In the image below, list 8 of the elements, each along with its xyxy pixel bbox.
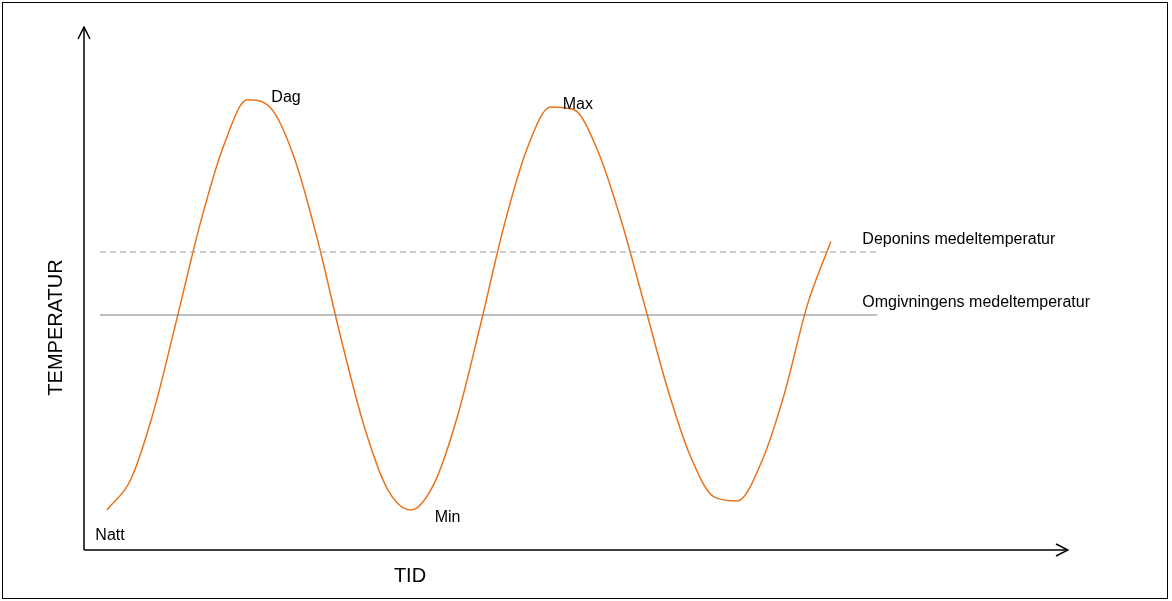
ref-line-label: Deponins medeltemperatur <box>862 230 1056 248</box>
x-axis-title: TID <box>393 563 427 586</box>
annotation: Max <box>562 95 593 113</box>
annotation: Natt <box>95 525 126 543</box>
y-axis-title: TEMPERATUR <box>43 259 66 396</box>
annotation: Dag <box>271 88 301 106</box>
annotation: Min <box>434 508 461 526</box>
ref-line-label: Omgivningens medeltemperatur <box>862 293 1091 311</box>
